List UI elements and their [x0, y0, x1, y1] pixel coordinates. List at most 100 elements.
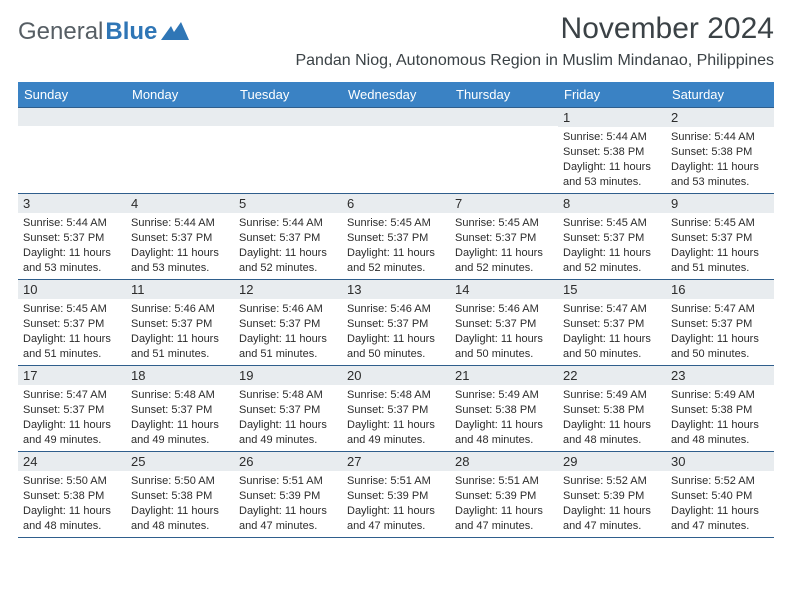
page-title: November 2024: [295, 12, 774, 46]
calendar-day-cell: 8Sunrise: 5:45 AMSunset: 5:37 PMDaylight…: [558, 194, 666, 280]
day-info: Sunrise: 5:50 AMSunset: 5:38 PMDaylight:…: [126, 471, 234, 533]
calendar-week-row: 1Sunrise: 5:44 AMSunset: 5:38 PMDaylight…: [18, 108, 774, 194]
day-number: 6: [342, 194, 450, 213]
day-info: Sunrise: 5:46 AMSunset: 5:37 PMDaylight:…: [126, 299, 234, 361]
calendar-day-cell: 10Sunrise: 5:45 AMSunset: 5:37 PMDayligh…: [18, 280, 126, 366]
calendar-day-cell: 17Sunrise: 5:47 AMSunset: 5:37 PMDayligh…: [18, 366, 126, 452]
day-number: 8: [558, 194, 666, 213]
day-info: Sunrise: 5:46 AMSunset: 5:37 PMDaylight:…: [342, 299, 450, 361]
day-number: 23: [666, 366, 774, 385]
calendar-day-cell: [126, 108, 234, 194]
calendar-week-row: 17Sunrise: 5:47 AMSunset: 5:37 PMDayligh…: [18, 366, 774, 452]
day-number: 3: [18, 194, 126, 213]
calendar-day-cell: 6Sunrise: 5:45 AMSunset: 5:37 PMDaylight…: [342, 194, 450, 280]
calendar-week-row: 24Sunrise: 5:50 AMSunset: 5:38 PMDayligh…: [18, 452, 774, 538]
calendar-day-cell: 23Sunrise: 5:49 AMSunset: 5:38 PMDayligh…: [666, 366, 774, 452]
day-number: [234, 108, 342, 126]
logo-mark-icon: [161, 22, 189, 42]
calendar-day-cell: 15Sunrise: 5:47 AMSunset: 5:37 PMDayligh…: [558, 280, 666, 366]
location-subtitle: Pandan Niog, Autonomous Region in Muslim…: [295, 52, 774, 70]
day-number: 12: [234, 280, 342, 299]
day-info: Sunrise: 5:46 AMSunset: 5:37 PMDaylight:…: [234, 299, 342, 361]
day-number: 26: [234, 452, 342, 471]
day-info: Sunrise: 5:49 AMSunset: 5:38 PMDaylight:…: [450, 385, 558, 447]
day-info: Sunrise: 5:48 AMSunset: 5:37 PMDaylight:…: [126, 385, 234, 447]
weekday-header: Sunday: [18, 82, 126, 108]
calendar-day-cell: [450, 108, 558, 194]
day-number: 21: [450, 366, 558, 385]
day-number: 16: [666, 280, 774, 299]
day-info: Sunrise: 5:44 AMSunset: 5:37 PMDaylight:…: [18, 213, 126, 275]
calendar-day-cell: 26Sunrise: 5:51 AMSunset: 5:39 PMDayligh…: [234, 452, 342, 538]
calendar-day-cell: 18Sunrise: 5:48 AMSunset: 5:37 PMDayligh…: [126, 366, 234, 452]
calendar-day-cell: 13Sunrise: 5:46 AMSunset: 5:37 PMDayligh…: [342, 280, 450, 366]
day-number: 17: [18, 366, 126, 385]
day-info: Sunrise: 5:48 AMSunset: 5:37 PMDaylight:…: [234, 385, 342, 447]
logo: GeneralBlue: [18, 12, 189, 46]
calendar-day-cell: 9Sunrise: 5:45 AMSunset: 5:37 PMDaylight…: [666, 194, 774, 280]
calendar-day-cell: 29Sunrise: 5:52 AMSunset: 5:39 PMDayligh…: [558, 452, 666, 538]
day-info: Sunrise: 5:44 AMSunset: 5:38 PMDaylight:…: [666, 127, 774, 189]
day-number: 18: [126, 366, 234, 385]
day-number: [450, 108, 558, 126]
day-number: [342, 108, 450, 126]
day-info: Sunrise: 5:46 AMSunset: 5:37 PMDaylight:…: [450, 299, 558, 361]
day-number: 20: [342, 366, 450, 385]
weekday-header: Tuesday: [234, 82, 342, 108]
calendar-day-cell: 27Sunrise: 5:51 AMSunset: 5:39 PMDayligh…: [342, 452, 450, 538]
calendar-body: 1Sunrise: 5:44 AMSunset: 5:38 PMDaylight…: [18, 108, 774, 538]
header: GeneralBlue November 2024 Pandan Niog, A…: [18, 12, 774, 74]
day-info: Sunrise: 5:47 AMSunset: 5:37 PMDaylight:…: [666, 299, 774, 361]
logo-text-1: General: [18, 18, 103, 46]
day-info: Sunrise: 5:45 AMSunset: 5:37 PMDaylight:…: [666, 213, 774, 275]
day-info: Sunrise: 5:51 AMSunset: 5:39 PMDaylight:…: [342, 471, 450, 533]
day-number: 15: [558, 280, 666, 299]
calendar-day-cell: 11Sunrise: 5:46 AMSunset: 5:37 PMDayligh…: [126, 280, 234, 366]
calendar-day-cell: 28Sunrise: 5:51 AMSunset: 5:39 PMDayligh…: [450, 452, 558, 538]
calendar-day-cell: 19Sunrise: 5:48 AMSunset: 5:37 PMDayligh…: [234, 366, 342, 452]
calendar-day-cell: 4Sunrise: 5:44 AMSunset: 5:37 PMDaylight…: [126, 194, 234, 280]
day-number: 9: [666, 194, 774, 213]
calendar-day-cell: 20Sunrise: 5:48 AMSunset: 5:37 PMDayligh…: [342, 366, 450, 452]
weekday-header: Thursday: [450, 82, 558, 108]
logo-text-2: Blue: [105, 18, 157, 46]
day-info: Sunrise: 5:49 AMSunset: 5:38 PMDaylight:…: [558, 385, 666, 447]
day-info: Sunrise: 5:51 AMSunset: 5:39 PMDaylight:…: [234, 471, 342, 533]
title-block: November 2024 Pandan Niog, Autonomous Re…: [295, 12, 774, 70]
day-number: 1: [558, 108, 666, 127]
day-number: 13: [342, 280, 450, 299]
calendar-day-cell: 30Sunrise: 5:52 AMSunset: 5:40 PMDayligh…: [666, 452, 774, 538]
day-number: 29: [558, 452, 666, 471]
day-info: Sunrise: 5:45 AMSunset: 5:37 PMDaylight:…: [558, 213, 666, 275]
calendar-week-row: 3Sunrise: 5:44 AMSunset: 5:37 PMDaylight…: [18, 194, 774, 280]
calendar-day-cell: [342, 108, 450, 194]
calendar-day-cell: 25Sunrise: 5:50 AMSunset: 5:38 PMDayligh…: [126, 452, 234, 538]
day-number: 14: [450, 280, 558, 299]
day-number: 10: [18, 280, 126, 299]
day-info: Sunrise: 5:51 AMSunset: 5:39 PMDaylight:…: [450, 471, 558, 533]
day-number: 5: [234, 194, 342, 213]
day-info: Sunrise: 5:52 AMSunset: 5:40 PMDaylight:…: [666, 471, 774, 533]
day-number: 25: [126, 452, 234, 471]
calendar-day-cell: 1Sunrise: 5:44 AMSunset: 5:38 PMDaylight…: [558, 108, 666, 194]
day-number: 2: [666, 108, 774, 127]
calendar-day-cell: [234, 108, 342, 194]
day-number: 24: [18, 452, 126, 471]
day-info: Sunrise: 5:44 AMSunset: 5:38 PMDaylight:…: [558, 127, 666, 189]
day-number: 7: [450, 194, 558, 213]
weekday-header-row: SundayMondayTuesdayWednesdayThursdayFrid…: [18, 82, 774, 108]
day-info: Sunrise: 5:52 AMSunset: 5:39 PMDaylight:…: [558, 471, 666, 533]
day-info: Sunrise: 5:44 AMSunset: 5:37 PMDaylight:…: [126, 213, 234, 275]
day-number: 11: [126, 280, 234, 299]
calendar-table: SundayMondayTuesdayWednesdayThursdayFrid…: [18, 82, 774, 538]
day-info: Sunrise: 5:47 AMSunset: 5:37 PMDaylight:…: [558, 299, 666, 361]
weekday-header: Wednesday: [342, 82, 450, 108]
day-info: Sunrise: 5:45 AMSunset: 5:37 PMDaylight:…: [18, 299, 126, 361]
day-info: Sunrise: 5:45 AMSunset: 5:37 PMDaylight:…: [342, 213, 450, 275]
day-number: [18, 108, 126, 126]
day-info: Sunrise: 5:50 AMSunset: 5:38 PMDaylight:…: [18, 471, 126, 533]
day-number: 28: [450, 452, 558, 471]
day-number: 19: [234, 366, 342, 385]
day-info: Sunrise: 5:47 AMSunset: 5:37 PMDaylight:…: [18, 385, 126, 447]
day-number: 30: [666, 452, 774, 471]
